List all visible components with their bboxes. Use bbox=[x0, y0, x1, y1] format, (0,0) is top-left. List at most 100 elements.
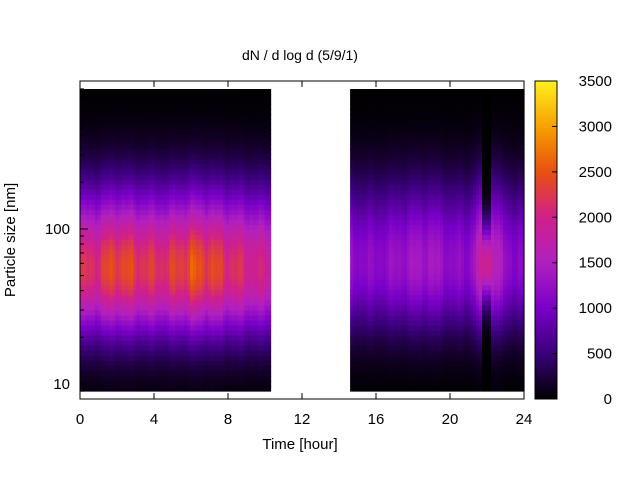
heatmap-cell bbox=[181, 89, 185, 95]
heatmap-cell bbox=[222, 124, 227, 130]
heatmap-cell bbox=[246, 325, 251, 332]
heatmap-cell bbox=[401, 305, 405, 312]
heatmap-cell bbox=[193, 139, 197, 145]
heatmap-cell bbox=[205, 234, 209, 241]
heatmap-cell bbox=[127, 179, 132, 186]
heatmap-cell bbox=[103, 335, 108, 342]
heatmap-cell bbox=[145, 179, 150, 186]
heatmap-cell bbox=[97, 109, 102, 115]
heatmap-cell bbox=[178, 219, 182, 226]
heatmap-cell bbox=[193, 194, 197, 201]
heatmap-cell bbox=[190, 234, 194, 241]
heatmap-cell bbox=[377, 365, 381, 372]
heatmap-cell bbox=[127, 330, 132, 337]
heatmap-cell bbox=[228, 365, 233, 372]
heatmap-cell bbox=[178, 305, 182, 312]
heatmap-cell bbox=[202, 345, 206, 352]
heatmap-cell bbox=[243, 199, 248, 206]
heatmap-cell bbox=[237, 275, 242, 281]
heatmap-cell bbox=[368, 325, 372, 332]
heatmap-cell bbox=[202, 340, 206, 347]
heatmap-cell bbox=[377, 315, 381, 322]
heatmap-cell bbox=[386, 129, 390, 135]
heatmap-cell bbox=[261, 260, 266, 266]
heatmap-cell bbox=[184, 129, 188, 135]
heatmap-cell bbox=[389, 290, 393, 296]
heatmap-cell bbox=[243, 124, 248, 130]
heatmap-cell bbox=[401, 219, 405, 226]
heatmap-cell bbox=[368, 204, 372, 211]
heatmap-cell bbox=[243, 114, 248, 120]
heatmap-cell bbox=[139, 340, 144, 347]
heatmap-cell bbox=[231, 255, 236, 261]
heatmap-cell bbox=[169, 124, 173, 130]
heatmap-cell bbox=[121, 99, 126, 105]
heatmap-cell bbox=[145, 234, 150, 241]
heatmap-cell bbox=[228, 94, 233, 100]
heatmap-cell bbox=[133, 380, 138, 387]
heatmap-cell bbox=[148, 234, 153, 241]
heatmap-cell bbox=[178, 224, 182, 231]
heatmap-cell bbox=[222, 94, 227, 100]
heatmap-cell bbox=[213, 365, 218, 372]
heatmap-cell bbox=[94, 330, 99, 337]
heatmap-cell bbox=[249, 144, 254, 150]
heatmap-cell bbox=[362, 340, 366, 347]
heatmap-cell bbox=[160, 194, 164, 201]
heatmap-cell bbox=[80, 275, 84, 281]
heatmap-cell bbox=[404, 300, 408, 307]
heatmap-cell bbox=[184, 224, 188, 231]
heatmap-cell bbox=[350, 250, 354, 256]
heatmap-cell bbox=[175, 149, 179, 156]
heatmap-cell bbox=[136, 270, 141, 276]
heatmap-cell bbox=[118, 104, 123, 110]
heatmap-cell bbox=[380, 375, 384, 382]
heatmap-cell bbox=[356, 234, 360, 241]
heatmap-cell bbox=[163, 305, 167, 312]
heatmap-cell bbox=[124, 275, 129, 281]
heatmap-cell bbox=[243, 129, 248, 135]
heatmap-cell bbox=[148, 94, 153, 100]
heatmap-cell bbox=[196, 114, 200, 120]
heatmap-cell bbox=[231, 99, 236, 105]
heatmap-cell bbox=[377, 250, 381, 256]
heatmap-cell bbox=[267, 149, 272, 156]
heatmap-cell bbox=[196, 240, 200, 246]
heatmap-cell bbox=[130, 265, 135, 271]
heatmap-cell bbox=[127, 255, 132, 261]
heatmap-cell bbox=[208, 365, 212, 372]
heatmap-cell bbox=[181, 300, 185, 307]
heatmap-cell bbox=[154, 154, 159, 161]
heatmap-cell bbox=[258, 270, 263, 276]
heatmap-cell bbox=[190, 184, 194, 191]
heatmap-cell bbox=[225, 184, 230, 191]
heatmap-cell bbox=[112, 290, 117, 296]
heatmap-cell bbox=[401, 204, 405, 211]
heatmap-cell bbox=[395, 104, 399, 110]
heatmap-cell bbox=[243, 154, 248, 161]
heatmap-cell bbox=[88, 305, 93, 312]
heatmap-cell bbox=[365, 265, 369, 271]
heatmap-cell bbox=[91, 219, 96, 226]
heatmap-cell bbox=[380, 330, 384, 337]
heatmap-cell bbox=[190, 315, 194, 322]
heatmap-cell bbox=[157, 265, 161, 271]
heatmap-cell bbox=[389, 179, 393, 186]
heatmap-cell bbox=[216, 209, 221, 216]
heatmap-cell bbox=[193, 134, 197, 140]
heatmap-cell bbox=[240, 224, 245, 231]
heatmap-cell bbox=[190, 365, 194, 372]
heatmap-cell bbox=[398, 370, 402, 377]
heatmap-cell bbox=[356, 154, 360, 161]
heatmap-cell bbox=[211, 154, 215, 161]
heatmap-cell bbox=[368, 139, 372, 145]
heatmap-cell bbox=[216, 385, 221, 392]
heatmap-cell bbox=[359, 199, 363, 206]
heatmap-cell bbox=[106, 104, 111, 110]
heatmap-cell bbox=[139, 224, 144, 231]
heatmap-cell bbox=[264, 124, 269, 130]
heatmap-cell bbox=[112, 300, 117, 307]
heatmap-cell bbox=[374, 89, 378, 95]
heatmap-cell bbox=[219, 345, 224, 352]
heatmap-cell bbox=[187, 315, 191, 322]
